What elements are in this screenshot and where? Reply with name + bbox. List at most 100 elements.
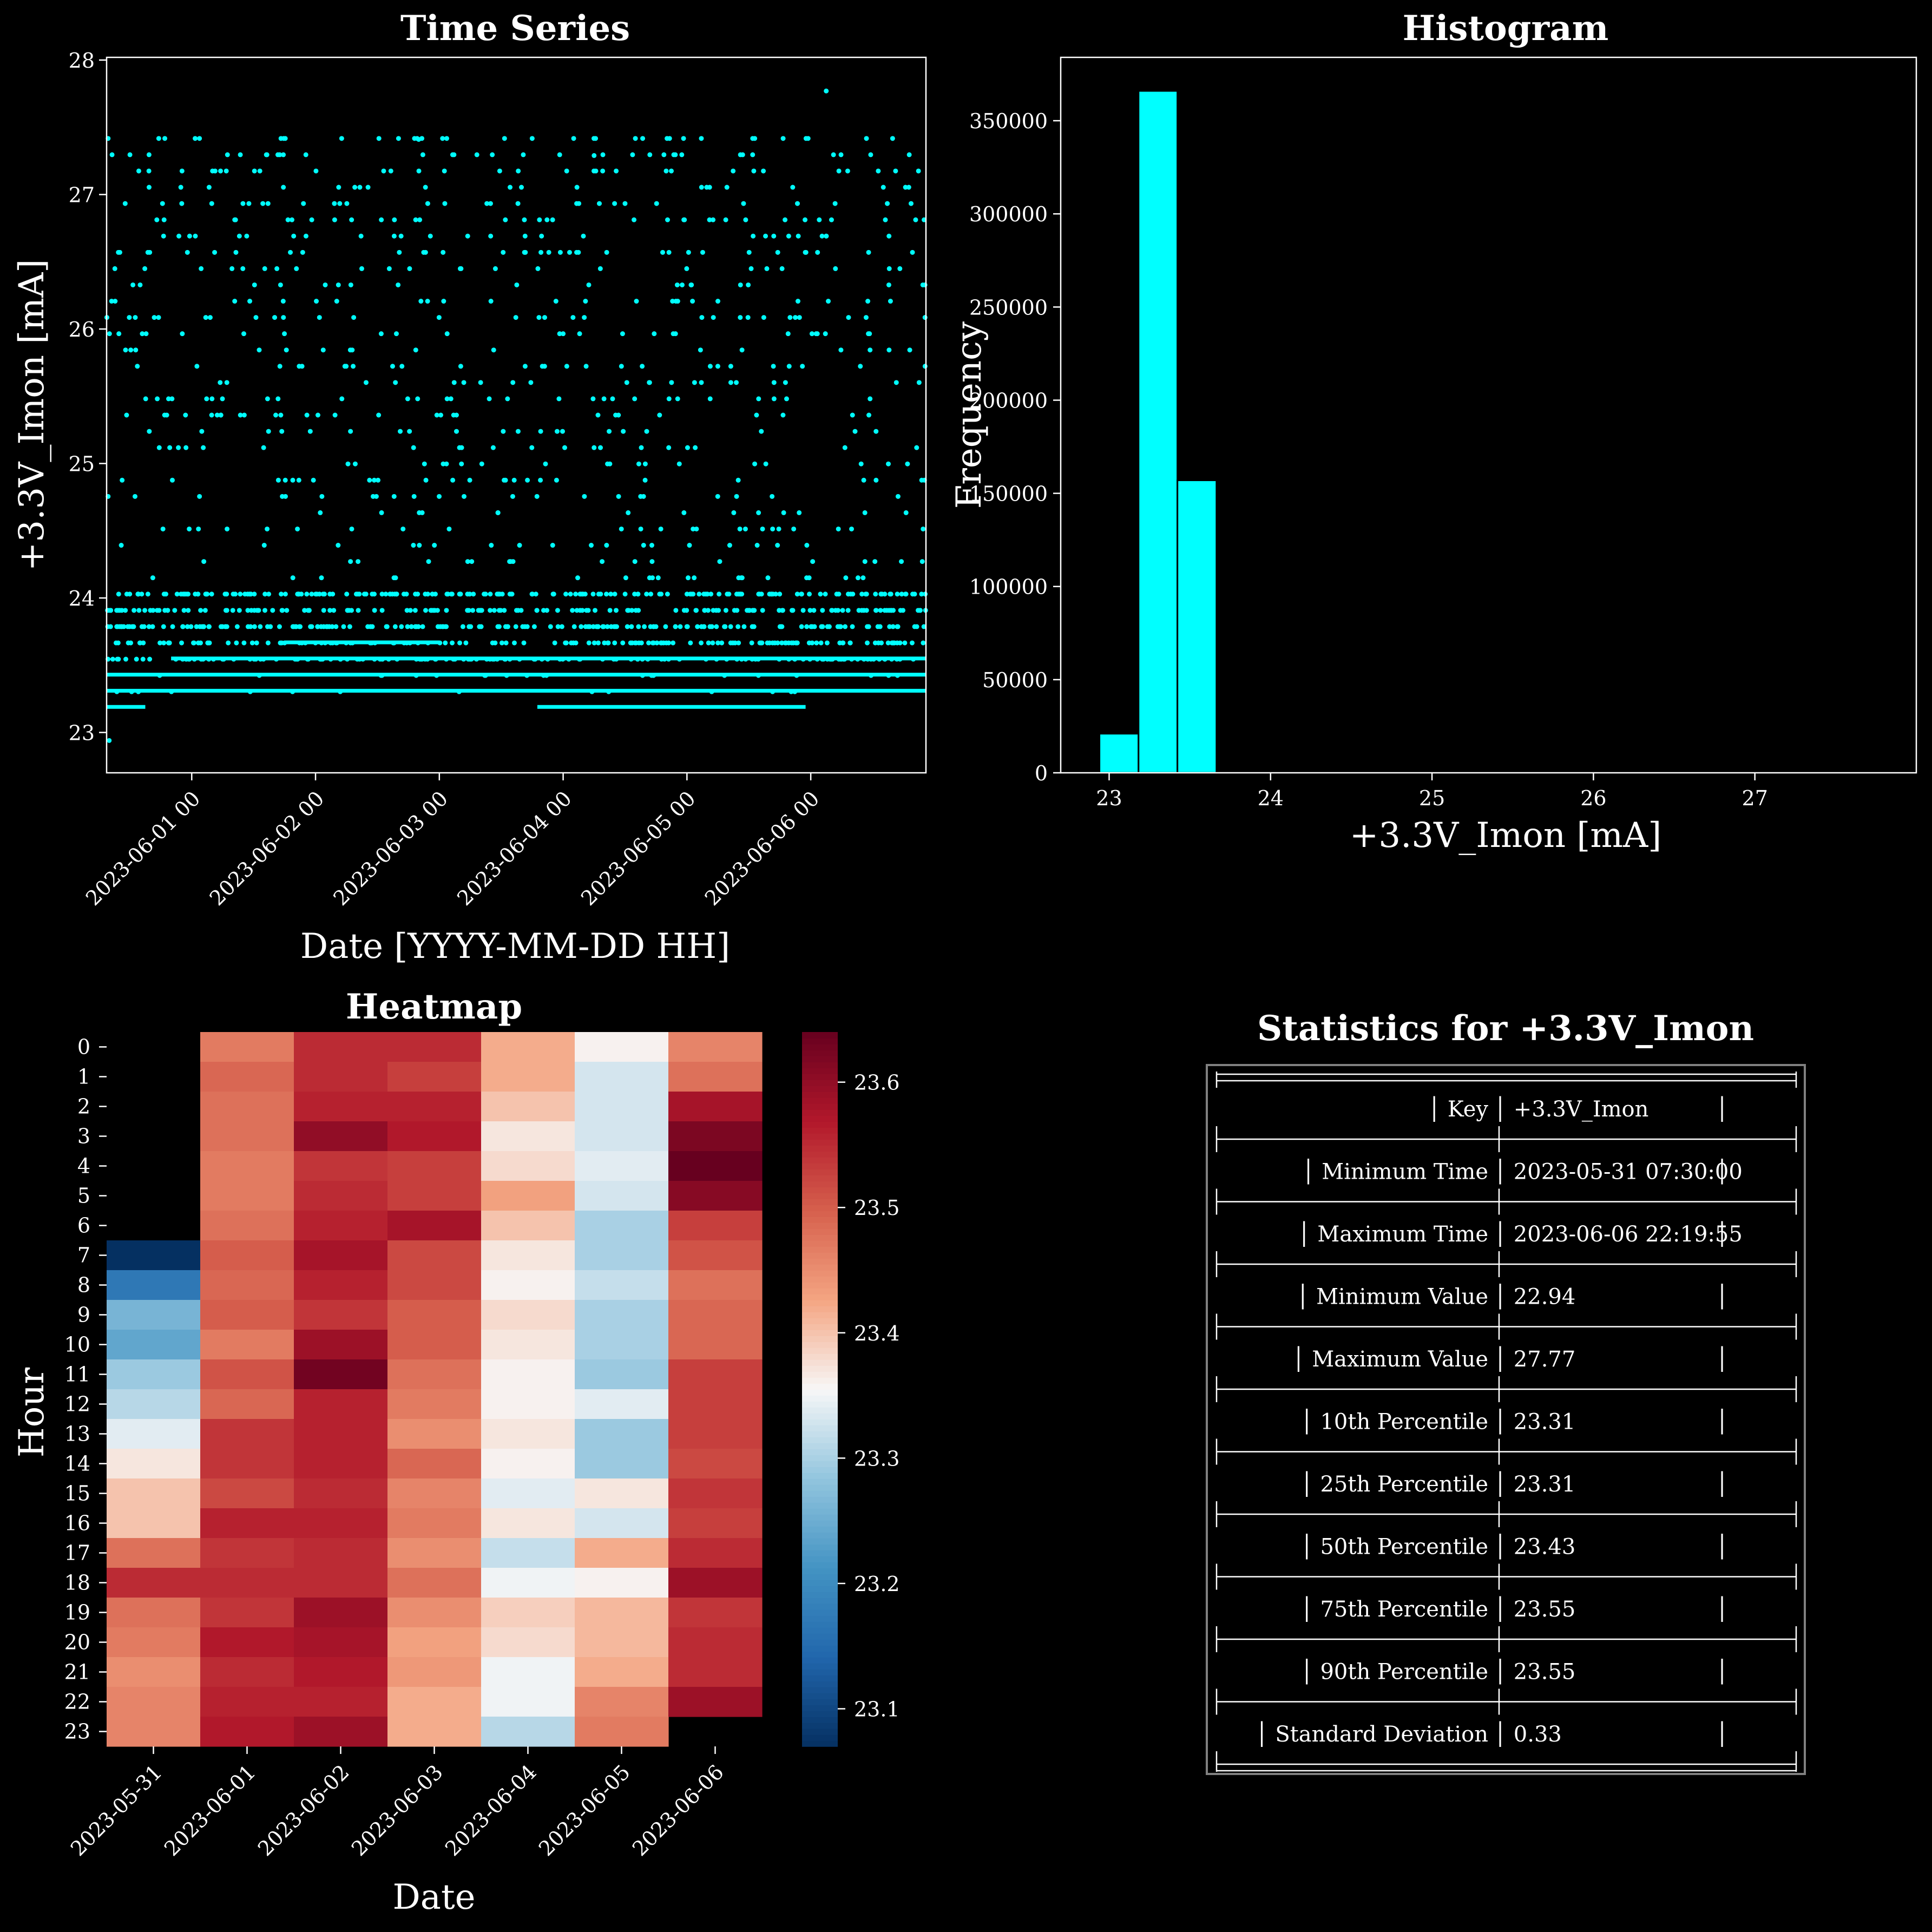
- data-point: [442, 168, 447, 174]
- data-point: [291, 624, 297, 629]
- data-point: [224, 168, 229, 174]
- data-point: [709, 689, 714, 694]
- data-point: [399, 624, 404, 629]
- data-point: [123, 656, 129, 662]
- data-point: [279, 640, 285, 646]
- data-point: [198, 608, 203, 613]
- data-point: [220, 396, 225, 402]
- colorbar-segment: [802, 1145, 838, 1152]
- data-point: [465, 559, 470, 564]
- data-point: [274, 656, 279, 662]
- data-point: [803, 217, 808, 222]
- data-point: [397, 249, 402, 255]
- data-point: [636, 461, 641, 466]
- data-point: [764, 266, 770, 271]
- data-point: [604, 249, 609, 255]
- data-point: [341, 624, 346, 629]
- data-point: [679, 152, 685, 157]
- data-point: [742, 526, 748, 531]
- data-point: [178, 185, 183, 190]
- data-point: [281, 185, 286, 190]
- heatmap-cell: [294, 1359, 388, 1390]
- data-point: [550, 217, 555, 222]
- data-point: [492, 640, 498, 646]
- data-point: [755, 673, 761, 678]
- data-point: [435, 624, 441, 629]
- data-point: [314, 299, 319, 304]
- data-point: [230, 608, 235, 613]
- data-point: [413, 656, 419, 662]
- histogram-x-ticks: 23 24 25 26 27: [1096, 773, 1768, 810]
- data-point: [574, 185, 580, 190]
- data-point: [539, 656, 544, 662]
- data-point: [484, 201, 490, 206]
- data-point: [717, 559, 722, 564]
- data-point: [550, 592, 556, 597]
- data-point: [240, 266, 246, 271]
- data-point: [409, 624, 414, 629]
- data-point: [240, 201, 246, 206]
- data-point: [226, 640, 231, 646]
- histogram-panel: Histogram 0 50000 100000 150000 200000 250000…: [949, 8, 1917, 856]
- data-point: [404, 640, 410, 646]
- data-point: [266, 429, 271, 434]
- data-point: [454, 429, 459, 434]
- data-point: [204, 396, 209, 402]
- data-point: [142, 608, 148, 613]
- data-point: [123, 347, 128, 353]
- data-point: [450, 640, 455, 646]
- data-point: [266, 592, 272, 597]
- data-point: [909, 640, 915, 646]
- data-point: [804, 575, 810, 581]
- data-point: [866, 249, 871, 255]
- data-point: [443, 640, 448, 646]
- data-point: [257, 347, 262, 353]
- data-point: [918, 608, 923, 613]
- data-point: [449, 592, 455, 597]
- data-point: [522, 217, 527, 222]
- table-row-label: │ Standard Deviation: [1256, 1721, 1488, 1747]
- data-point: [365, 185, 371, 190]
- heatmap-cell: [107, 1389, 201, 1420]
- heatmap-cell: [481, 1240, 575, 1271]
- data-point: [344, 201, 350, 206]
- data-point: [895, 624, 900, 629]
- heatmap-cell: [200, 1538, 294, 1568]
- data-point: [723, 608, 728, 613]
- data-point: [129, 689, 134, 694]
- colorbar-segment: [802, 1669, 838, 1675]
- data-point: [224, 608, 229, 613]
- histogram-y-label: Frequency: [949, 321, 989, 509]
- data-point: [379, 510, 384, 515]
- data-point: [830, 656, 835, 662]
- table-row-label: │ Minimum Time: [1302, 1159, 1488, 1185]
- colorbar-tick-label: 23.2: [854, 1572, 900, 1596]
- data-point: [161, 624, 166, 629]
- heatmap-cell: [668, 1300, 763, 1330]
- data-point: [270, 608, 275, 613]
- data-point: [873, 592, 878, 597]
- y-tick-label: 9: [77, 1303, 90, 1327]
- data-point: [291, 233, 297, 239]
- data-point: [673, 608, 679, 613]
- data-point: [265, 201, 271, 206]
- data-point: [589, 689, 595, 694]
- data-point: [787, 315, 793, 320]
- data-point: [198, 640, 203, 646]
- heatmap-cell: [294, 1538, 388, 1568]
- data-point: [666, 656, 671, 662]
- data-point: [754, 543, 760, 548]
- data-point: [351, 315, 357, 320]
- data-point: [619, 364, 624, 369]
- data-point: [811, 608, 817, 613]
- data-point: [165, 608, 170, 613]
- data-point: [212, 249, 218, 255]
- heatmap-cell: [668, 1151, 763, 1181]
- data-point: [537, 217, 542, 222]
- colorbar-segment: [802, 1133, 838, 1140]
- data-point: [123, 608, 128, 613]
- data-point: [441, 461, 446, 466]
- data-point: [274, 266, 280, 271]
- heatmap-cell: [575, 1627, 669, 1658]
- data-point: [393, 575, 398, 581]
